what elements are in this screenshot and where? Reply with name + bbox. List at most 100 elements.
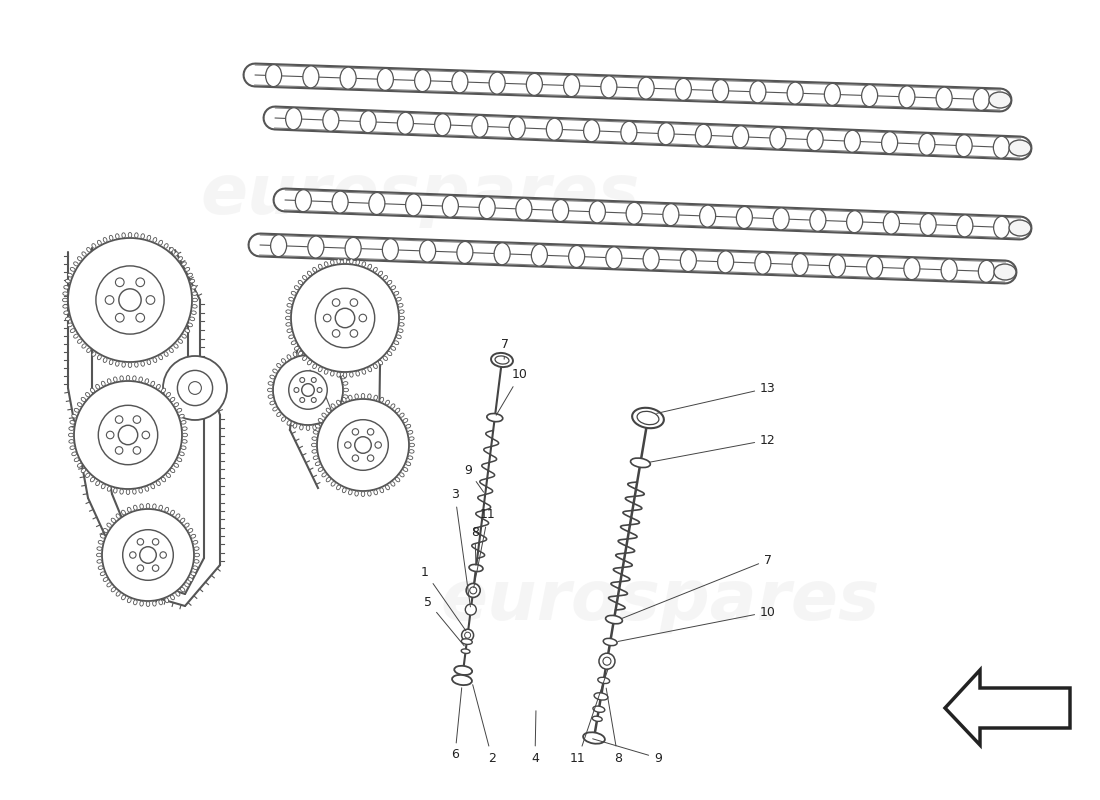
Ellipse shape [74, 334, 78, 338]
Ellipse shape [383, 275, 387, 280]
Ellipse shape [166, 473, 170, 478]
Ellipse shape [81, 344, 86, 348]
Ellipse shape [408, 456, 412, 459]
Ellipse shape [331, 404, 335, 408]
Ellipse shape [92, 244, 96, 248]
Ellipse shape [292, 291, 296, 295]
Ellipse shape [319, 352, 323, 357]
Ellipse shape [299, 425, 304, 430]
Ellipse shape [287, 421, 292, 426]
Ellipse shape [318, 467, 323, 471]
Ellipse shape [385, 485, 389, 490]
Ellipse shape [129, 233, 132, 238]
Ellipse shape [675, 78, 692, 100]
Ellipse shape [770, 127, 785, 150]
Ellipse shape [345, 238, 361, 259]
Ellipse shape [86, 473, 90, 478]
Ellipse shape [282, 358, 286, 363]
Ellipse shape [733, 126, 749, 148]
Text: 7: 7 [621, 554, 772, 618]
Ellipse shape [379, 488, 384, 493]
Ellipse shape [409, 450, 414, 453]
Ellipse shape [324, 262, 328, 266]
Ellipse shape [192, 292, 197, 295]
Ellipse shape [188, 578, 192, 582]
Ellipse shape [603, 638, 617, 646]
Ellipse shape [111, 587, 116, 592]
Ellipse shape [185, 523, 189, 527]
Ellipse shape [350, 372, 353, 377]
Ellipse shape [180, 587, 185, 592]
Ellipse shape [97, 554, 101, 557]
Ellipse shape [113, 377, 117, 382]
Ellipse shape [165, 598, 168, 602]
Ellipse shape [179, 414, 184, 418]
Ellipse shape [993, 136, 1010, 158]
Ellipse shape [170, 595, 175, 600]
Ellipse shape [63, 292, 68, 295]
Ellipse shape [67, 274, 73, 277]
Ellipse shape [378, 360, 383, 365]
Circle shape [136, 314, 144, 322]
Ellipse shape [103, 529, 108, 533]
Ellipse shape [111, 518, 116, 522]
Ellipse shape [343, 395, 348, 398]
Ellipse shape [298, 280, 302, 285]
Ellipse shape [350, 259, 353, 264]
Ellipse shape [307, 360, 311, 365]
Ellipse shape [594, 693, 608, 700]
Ellipse shape [406, 194, 421, 216]
Ellipse shape [658, 122, 674, 145]
Ellipse shape [337, 485, 341, 490]
Ellipse shape [569, 246, 584, 267]
Ellipse shape [293, 423, 297, 428]
Ellipse shape [394, 291, 398, 295]
Ellipse shape [153, 504, 156, 509]
Ellipse shape [182, 262, 186, 266]
Ellipse shape [322, 413, 327, 418]
Ellipse shape [179, 452, 184, 456]
Circle shape [317, 399, 409, 491]
Ellipse shape [379, 398, 384, 402]
Circle shape [316, 288, 375, 348]
Ellipse shape [480, 197, 495, 218]
Ellipse shape [170, 510, 175, 515]
Ellipse shape [109, 235, 113, 240]
Ellipse shape [383, 238, 398, 261]
Ellipse shape [390, 482, 395, 486]
Circle shape [116, 446, 123, 454]
Ellipse shape [188, 274, 192, 277]
Ellipse shape [87, 348, 91, 353]
Circle shape [336, 308, 354, 328]
Ellipse shape [98, 355, 101, 360]
Ellipse shape [367, 491, 371, 496]
Ellipse shape [957, 215, 972, 237]
Circle shape [106, 296, 114, 304]
Ellipse shape [139, 377, 143, 382]
Ellipse shape [332, 191, 348, 213]
Ellipse shape [178, 339, 183, 343]
Circle shape [311, 378, 316, 382]
Circle shape [367, 455, 374, 462]
Ellipse shape [65, 317, 70, 321]
Circle shape [294, 387, 299, 393]
Ellipse shape [583, 732, 605, 744]
Ellipse shape [75, 458, 79, 462]
Ellipse shape [527, 74, 542, 95]
Text: 1: 1 [421, 566, 466, 631]
Text: 7: 7 [500, 338, 509, 359]
Ellipse shape [117, 514, 120, 518]
Ellipse shape [164, 244, 168, 248]
Ellipse shape [295, 286, 299, 290]
Ellipse shape [406, 462, 410, 466]
Ellipse shape [355, 491, 359, 496]
Ellipse shape [126, 375, 130, 381]
Ellipse shape [122, 362, 125, 367]
Ellipse shape [845, 130, 860, 152]
Ellipse shape [956, 134, 972, 157]
Ellipse shape [638, 77, 654, 99]
Ellipse shape [399, 316, 405, 320]
Circle shape [142, 431, 150, 438]
Ellipse shape [403, 467, 408, 471]
Circle shape [273, 355, 343, 425]
